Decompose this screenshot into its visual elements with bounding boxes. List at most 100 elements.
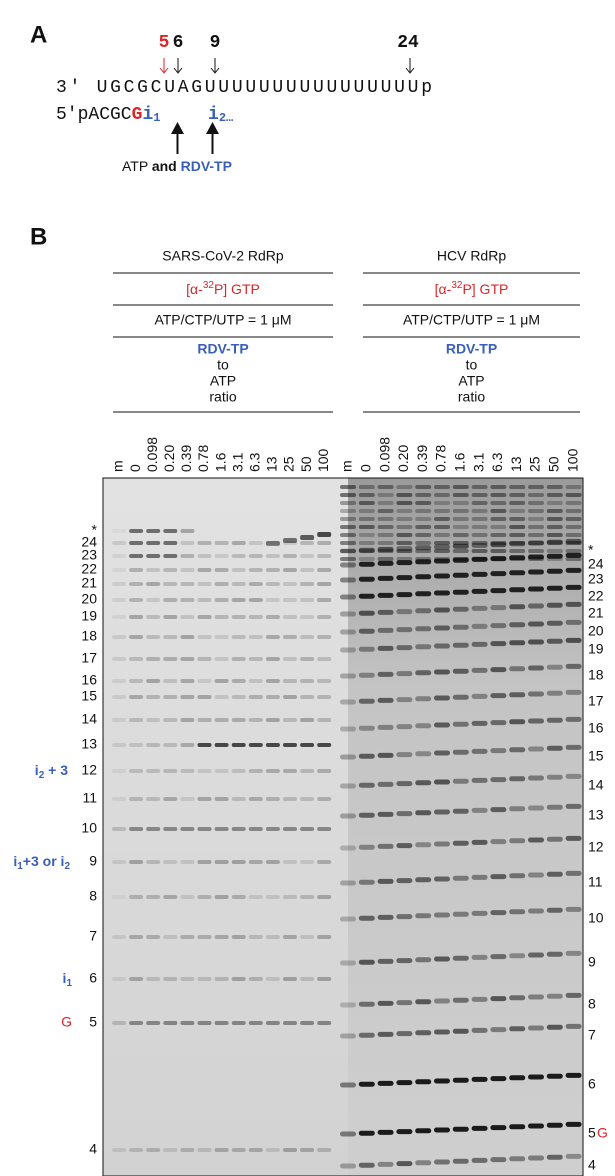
band [112, 860, 126, 864]
band [163, 657, 178, 661]
band [129, 657, 144, 661]
band [377, 609, 394, 615]
band [377, 752, 394, 758]
lane-label: 0 [127, 464, 143, 472]
label-sup: 32 [451, 280, 463, 291]
annotation-part: + 3 [44, 762, 68, 778]
size-marker: 14 [588, 777, 604, 793]
band [283, 538, 297, 543]
band [377, 1161, 394, 1167]
band [146, 695, 161, 699]
band [434, 695, 450, 701]
label-part: P] GTP [462, 281, 508, 297]
band [129, 1148, 144, 1152]
band [490, 777, 507, 783]
band [377, 592, 394, 598]
band [300, 535, 315, 540]
annotation: i1+3 or i2 [13, 853, 70, 872]
band [396, 509, 413, 513]
size-marker: 18 [81, 628, 97, 644]
size-marker: 16 [588, 720, 604, 736]
lane-label: 0.098 [144, 437, 160, 472]
band [509, 493, 526, 497]
band [231, 1148, 246, 1152]
band [340, 509, 356, 513]
band [415, 533, 432, 537]
band [377, 525, 394, 529]
band [317, 657, 332, 661]
band [528, 525, 544, 529]
band [112, 1021, 126, 1025]
band [300, 935, 315, 939]
band [283, 695, 297, 699]
band [129, 541, 144, 545]
band [415, 591, 432, 597]
band [415, 559, 432, 565]
band [471, 1076, 488, 1082]
band [283, 718, 297, 722]
band [396, 1080, 413, 1086]
band [163, 769, 178, 773]
panel-label: A [30, 21, 47, 48]
band [129, 718, 144, 722]
band [358, 593, 375, 599]
band [197, 679, 212, 683]
band [214, 769, 229, 773]
band [565, 501, 582, 505]
band [231, 827, 246, 831]
band [546, 485, 563, 489]
band [377, 781, 394, 787]
size-marker: 4 [588, 1157, 596, 1173]
band [248, 635, 263, 639]
band [565, 803, 582, 809]
band [317, 598, 332, 602]
band [509, 1075, 526, 1081]
lane-label: 25 [527, 456, 543, 472]
band [528, 952, 544, 958]
size-marker: * [92, 522, 98, 538]
band [452, 668, 469, 674]
band [415, 913, 432, 919]
band [452, 606, 469, 612]
band [146, 1021, 161, 1025]
band [340, 1002, 356, 1008]
band [528, 805, 544, 811]
band [265, 615, 280, 619]
band [283, 935, 297, 939]
band [377, 645, 394, 651]
lane-label: m [339, 460, 355, 472]
band [565, 509, 582, 513]
band [471, 720, 488, 726]
size-marker: 22 [588, 588, 604, 604]
band [396, 557, 413, 561]
band [214, 554, 229, 558]
annotation-part: i [13, 853, 17, 869]
band [396, 549, 413, 553]
band [214, 1021, 229, 1025]
band [546, 493, 563, 497]
band [300, 541, 315, 545]
band [317, 695, 332, 699]
band [415, 723, 432, 729]
size-marker: 5 [89, 1014, 97, 1030]
band [163, 827, 178, 831]
band [546, 585, 563, 591]
band [509, 719, 526, 725]
band [248, 743, 263, 747]
label-part: [α- [435, 281, 452, 297]
band [396, 781, 413, 787]
lane-label: 50 [298, 456, 314, 472]
band [565, 525, 582, 529]
size-marker: 12 [588, 839, 604, 855]
lane-label: m [110, 460, 126, 472]
band [415, 525, 432, 529]
band [490, 571, 507, 577]
band [546, 745, 563, 751]
band [565, 744, 582, 750]
band [546, 1024, 563, 1030]
size-marker: 4 [89, 1141, 97, 1157]
band [163, 860, 178, 864]
band [528, 586, 544, 592]
band [528, 493, 544, 497]
band [528, 908, 544, 914]
